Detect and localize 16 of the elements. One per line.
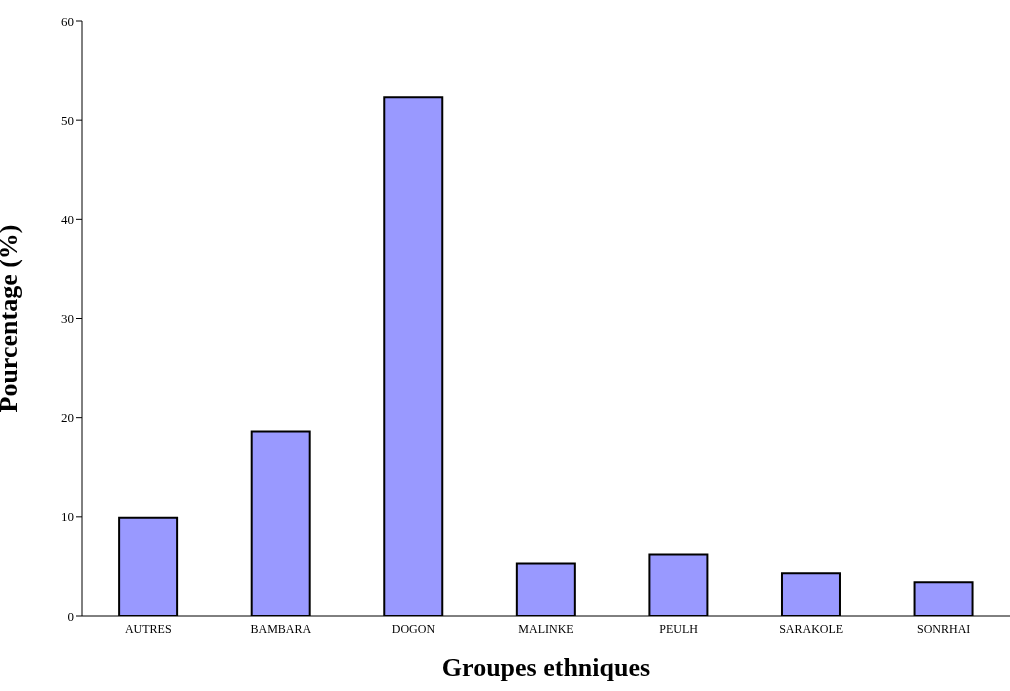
y-tick-label: 50	[61, 112, 74, 128]
y-tick-label: 0	[67, 608, 74, 624]
x-tick-label: SONRHAI	[917, 621, 971, 636]
x-tick-label: PEULH	[659, 621, 699, 636]
y-axis-title: Pourcentage (%)	[0, 224, 24, 413]
x-axis-title: Groupes ethniques	[441, 653, 651, 682]
x-tick-label: BAMBARA	[250, 621, 312, 636]
y-tick-label: 30	[61, 311, 74, 327]
x-tick-label: DOGON	[391, 621, 436, 636]
x-tick-label: MALINKE	[518, 621, 574, 636]
y-tick-label: 60	[61, 13, 74, 29]
x-tick-label: AUTRES	[124, 621, 172, 636]
y-tick-label: 10	[61, 509, 74, 525]
y-tick-label: 20	[61, 410, 74, 426]
y-tick-label: 40	[61, 211, 74, 227]
x-tick-label: SARAKOLE	[779, 621, 844, 636]
